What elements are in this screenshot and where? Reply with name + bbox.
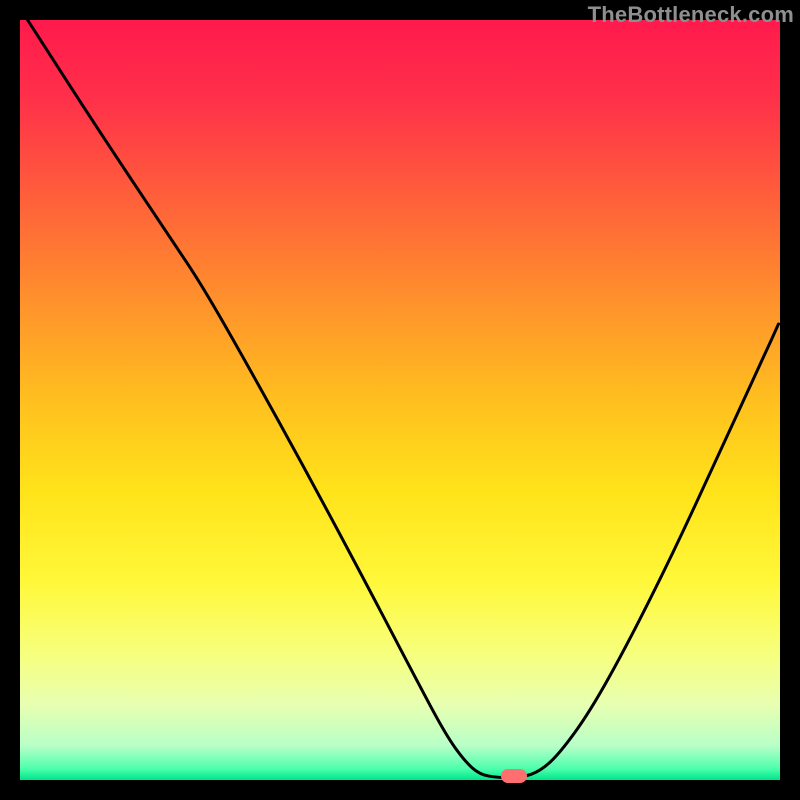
chart-frame: TheBottleneck.com xyxy=(0,0,800,800)
optimal-point-marker xyxy=(501,769,527,783)
plot-area xyxy=(20,20,780,780)
bottleneck-curve xyxy=(20,20,780,780)
watermark-text: TheBottleneck.com xyxy=(588,2,794,28)
